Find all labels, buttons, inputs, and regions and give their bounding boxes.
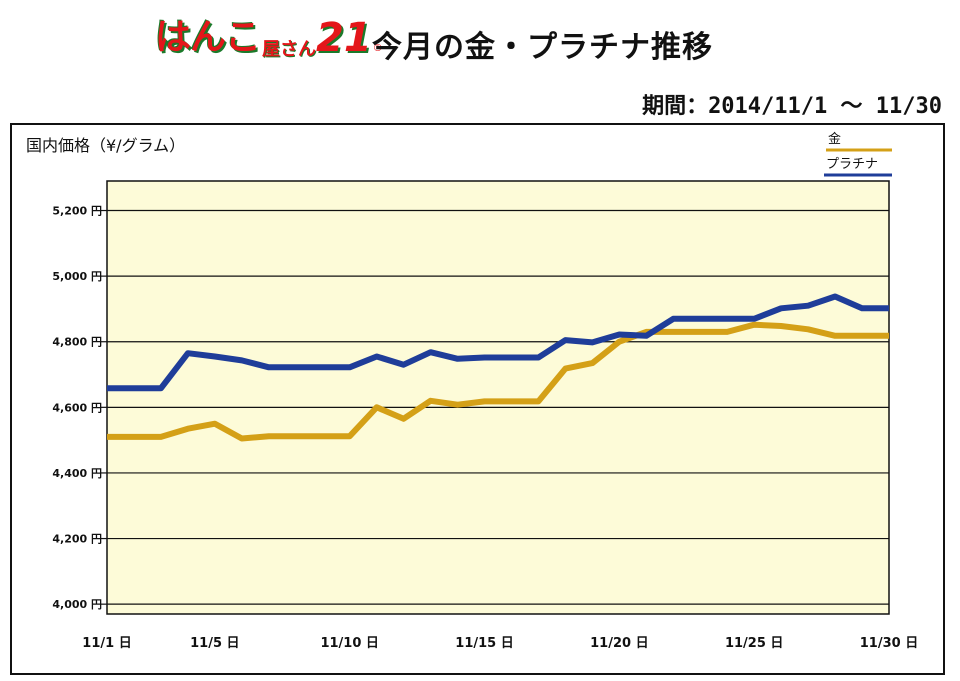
x-tick-labels: 11/1 日 11/5 日 11/10 日 11/15 日 11/20 日 11/25 日…: [82, 636, 918, 651]
logo-registered-mark: ®: [372, 43, 383, 54]
series-lines: [107, 293, 889, 442]
x-tick-label: 11/15 日: [455, 636, 513, 651]
page-title: 今月の金・プラチナ推移: [372, 30, 713, 65]
y-tick-label: 5,000 円: [52, 270, 102, 283]
legend-label-platinum: プラチナ: [826, 157, 878, 172]
x-tick-label: 11/25 日: [725, 636, 783, 651]
y-axis-label: 国内価格（¥/グラム）: [26, 136, 185, 155]
x-tick-label: 11/20 日: [590, 636, 648, 651]
plot-area: [106, 180, 890, 615]
series-line-gold: [107, 321, 889, 442]
y-tick-labels: 4,000 円 4,200 円 4,400 円 4,600 円 4,800 円 5,000…: [52, 205, 102, 612]
y-tick-label: 4,600 円: [52, 401, 102, 414]
y-tick-label: 4,400 円: [52, 467, 102, 480]
y-tick-label: 4,800 円: [52, 336, 102, 349]
chart-frame: [10, 123, 945, 675]
x-tick-label: 11/30 日: [860, 636, 918, 651]
legend-label-gold: 金: [828, 131, 841, 147]
logo-small-text: 屋さん: [262, 39, 317, 60]
y-tick-label: 4,000 円: [52, 598, 102, 611]
y-tick-label: 4,200 円: [52, 533, 102, 546]
x-tick-label: 11/1 日: [82, 636, 131, 651]
legend: 金 プラチナ: [824, 131, 892, 177]
y-tick-label: 5,200 円: [52, 205, 102, 218]
x-tick-label: 11/5 日: [190, 636, 239, 651]
x-tick-label: 11/10 日: [320, 636, 378, 651]
period-label: 期間：2014/11/1 〜 11/30: [642, 94, 942, 119]
header: はんこ 屋さん 21 ® 今月の金・プラチナ推移: [0, 0, 960, 80]
logo-main-text: はんこ: [155, 17, 261, 58]
logo-number: 21: [316, 15, 372, 61]
grid-lines: [101, 209, 889, 605]
hanko-logo[interactable]: はんこ 屋さん 21 ®: [155, 10, 383, 60]
series-line-platinum: [107, 293, 889, 392]
plot-background: [106, 180, 890, 615]
